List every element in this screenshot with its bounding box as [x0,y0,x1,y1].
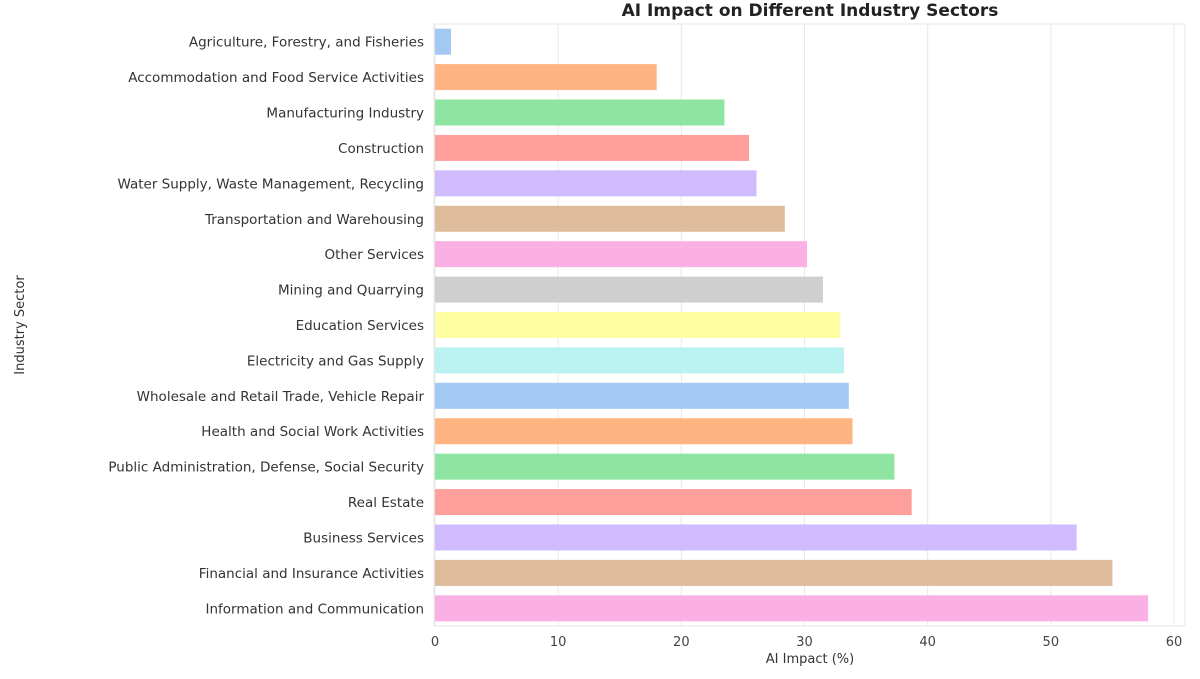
bar [435,64,657,91]
category-label: Education Services [296,318,424,334]
bars [435,28,1149,622]
bar [435,418,853,445]
bar [435,524,1077,551]
category-label: Public Administration, Defense, Social S… [108,460,424,476]
bar [435,134,750,161]
bar [435,453,895,480]
category-label: Manufacturing Industry [266,106,424,122]
bar [435,489,912,516]
x-tick-label: 0 [431,635,439,650]
x-tick-label: 50 [1043,635,1060,650]
bar [435,28,452,55]
category-label: Agriculture, Forestry, and Fisheries [189,35,424,51]
category-label: Transportation and Warehousing [204,212,424,228]
category-label: Electricity and Gas Supply [247,353,424,369]
category-label: Water Supply, Waste Management, Recyclin… [117,176,424,192]
bar [435,312,841,338]
category-label: Wholesale and Retail Trade, Vehicle Repa… [137,389,425,405]
bar [435,276,823,303]
x-tick-label: 40 [919,635,936,650]
category-label: Financial and Insurance Activities [199,566,424,582]
category-label: Health and Social Work Activities [201,424,424,440]
bar [435,595,1149,622]
y-axis-label: Industry Sector [13,275,28,375]
bar [435,382,849,409]
x-axis-label: AI Impact (%) [766,652,854,667]
plot-frame [433,23,1186,627]
x-tick-labels: 0 10 20 30 40 50 60 [431,635,1182,650]
bar [435,241,807,268]
category-labels: Agriculture, Forestry, and Fisheries Acco… [108,35,424,618]
x-tick-label: 10 [550,635,567,650]
bar [435,205,785,232]
bar [435,99,725,126]
category-label: Other Services [324,247,424,263]
chart-title: AI Impact on Different Industry Sectors [622,1,999,21]
category-label: Construction [338,141,424,157]
x-tick-label: 60 [1166,635,1183,650]
bar [435,347,844,374]
bar [435,559,1113,586]
category-label: Business Services [303,530,424,546]
category-label: Real Estate [348,495,424,511]
category-label: Information and Communication [205,601,424,617]
x-tick-label: 30 [796,635,813,650]
category-label: Mining and Quarrying [278,283,424,299]
bar [435,170,757,197]
category-label: Accommodation and Food Service Activitie… [128,70,424,86]
x-tick-label: 20 [673,635,690,650]
